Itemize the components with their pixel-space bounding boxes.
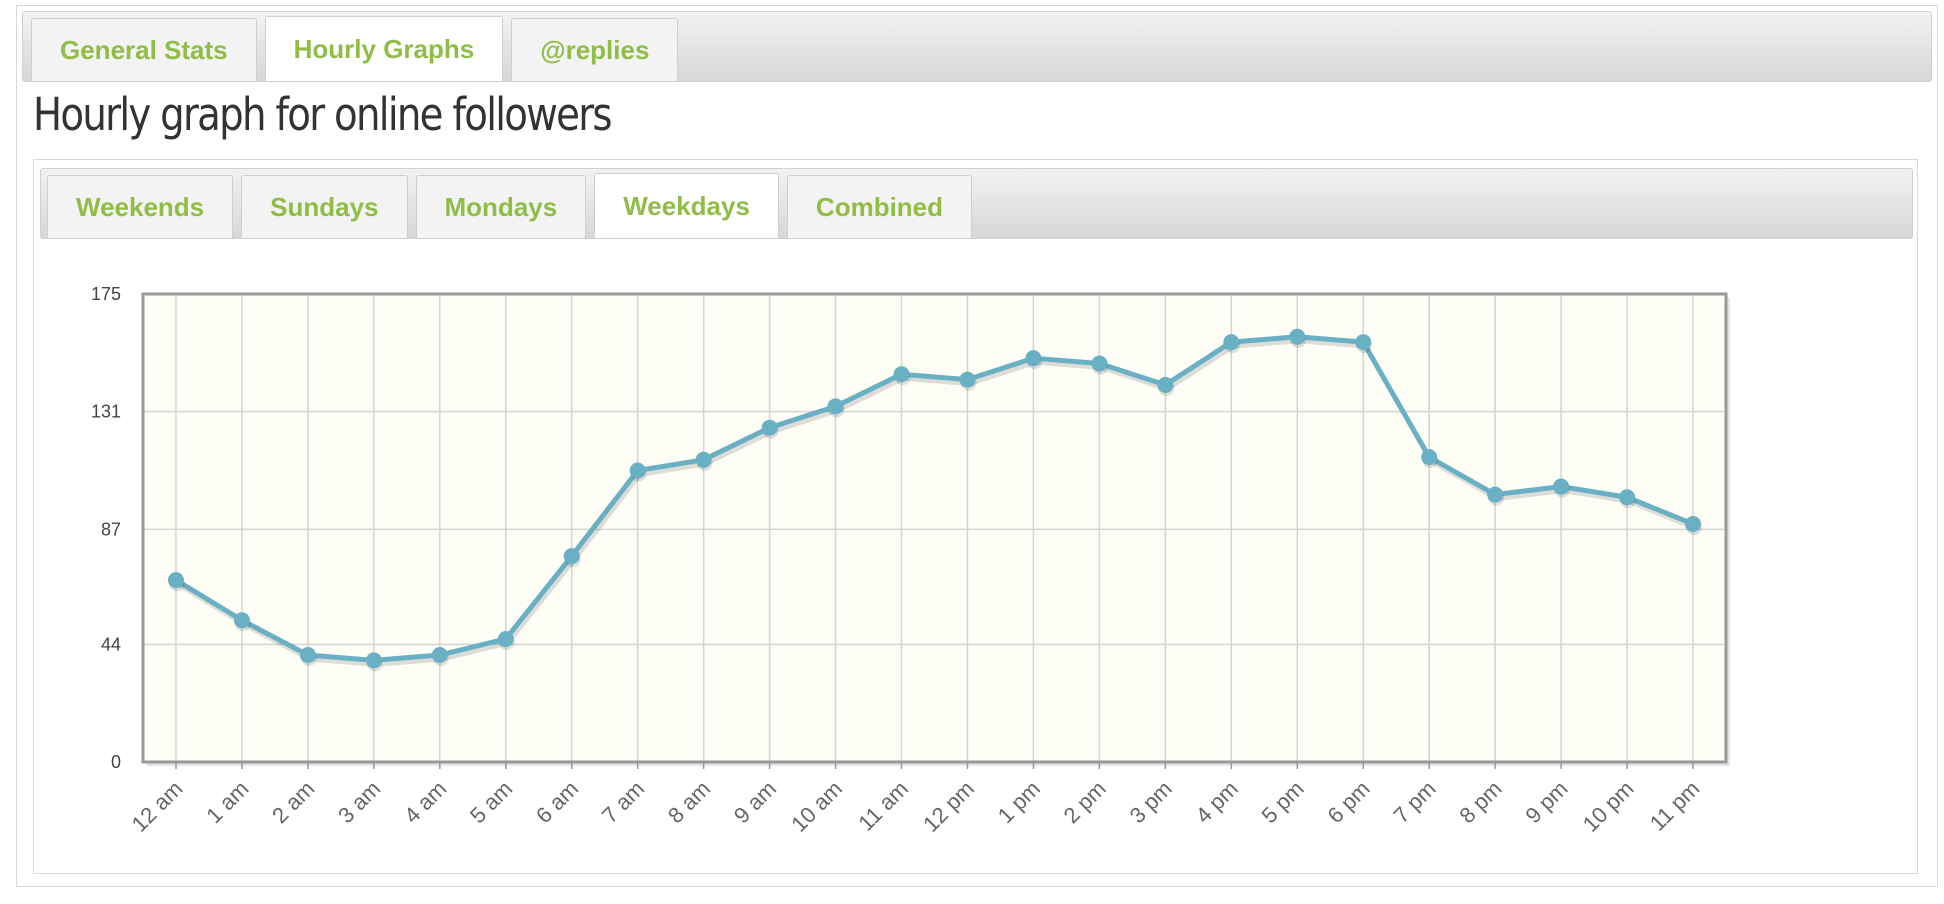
x-tick-label: 12 pm xyxy=(918,776,979,837)
day-filter-tab-bar: Weekends Sundays Mondays Weekdays Combin… xyxy=(40,168,1913,239)
data-point xyxy=(629,462,646,479)
y-tick-label: 131 xyxy=(91,402,121,422)
x-tick-label: 10 am xyxy=(786,776,847,837)
x-tick-label: 5 am xyxy=(465,776,517,828)
data-point xyxy=(1025,350,1042,367)
y-tick-label: 44 xyxy=(101,634,121,654)
x-tick-label: 3 am xyxy=(333,776,385,828)
data-point xyxy=(167,572,184,589)
data-point xyxy=(1685,515,1702,532)
x-tick-label: 8 pm xyxy=(1454,776,1506,828)
data-point xyxy=(1619,489,1636,506)
y-tick-label: 175 xyxy=(91,284,121,304)
x-tick-label: 6 am xyxy=(531,776,583,828)
x-tick-label: 2 am xyxy=(267,776,319,828)
x-tick-label: 1 am xyxy=(201,776,253,828)
chart-panel xyxy=(33,159,1918,874)
x-tick-label: 5 pm xyxy=(1257,776,1309,828)
x-tick-label: 11 pm xyxy=(1645,776,1705,836)
data-point xyxy=(299,647,316,664)
x-tick-label: 3 pm xyxy=(1125,776,1177,828)
plot-border xyxy=(141,292,1728,764)
data-point xyxy=(959,371,976,388)
x-tick-label: 7 am xyxy=(597,776,649,828)
tab-combined[interactable]: Combined xyxy=(786,175,973,238)
tab-hourly-graphs[interactable]: Hourly Graphs xyxy=(264,16,504,81)
data-point xyxy=(1157,376,1174,393)
data-point xyxy=(1487,486,1504,503)
x-tick-label: 9 pm xyxy=(1520,776,1572,828)
data-point xyxy=(761,419,778,436)
series-line xyxy=(174,334,1694,663)
data-point xyxy=(365,652,382,669)
x-tick-label: 11 am xyxy=(853,776,913,836)
x-tick-label: 8 am xyxy=(663,776,715,828)
data-point xyxy=(1421,449,1438,466)
tab-mondays[interactable]: Mondays xyxy=(415,175,587,238)
data-point xyxy=(497,630,514,647)
main-tab-bar: General Stats Hourly Graphs @replies xyxy=(22,11,1932,82)
data-point xyxy=(563,548,580,565)
tab-weekdays[interactable]: Weekdays xyxy=(594,173,779,238)
x-tick-label: 12 am xyxy=(127,776,188,837)
y-tick-label: 0 xyxy=(111,752,121,772)
x-tick-label: 6 pm xyxy=(1322,776,1374,828)
data-point xyxy=(1553,478,1570,495)
x-tick-label: 9 am xyxy=(729,776,781,828)
plot-area xyxy=(143,294,1726,762)
data-point xyxy=(233,612,250,629)
tab-sundays[interactable]: Sundays xyxy=(241,175,408,238)
x-tick-label: 10 pm xyxy=(1578,776,1639,837)
data-point xyxy=(1223,334,1240,351)
x-tick-label: 2 pm xyxy=(1059,776,1111,828)
tab-general-stats[interactable]: General Stats xyxy=(31,18,257,81)
data-point xyxy=(1289,328,1306,345)
x-tick-label: 4 pm xyxy=(1191,776,1243,828)
data-point xyxy=(1091,355,1108,372)
data-point xyxy=(1355,334,1372,351)
tab-replies[interactable]: @replies xyxy=(511,18,679,81)
data-point xyxy=(695,451,712,468)
stats-frame xyxy=(16,5,1938,887)
data-point xyxy=(827,398,844,415)
tab-weekends[interactable]: Weekends xyxy=(47,175,234,238)
page-title: Hourly graph for online followers xyxy=(33,88,613,141)
data-point xyxy=(893,366,910,383)
x-tick-label: 7 pm xyxy=(1388,776,1440,828)
data-point xyxy=(431,647,448,664)
y-tick-label: 87 xyxy=(101,519,121,539)
x-tick-label: 4 am xyxy=(399,776,451,828)
x-tick-label: 1 pm xyxy=(993,776,1045,828)
